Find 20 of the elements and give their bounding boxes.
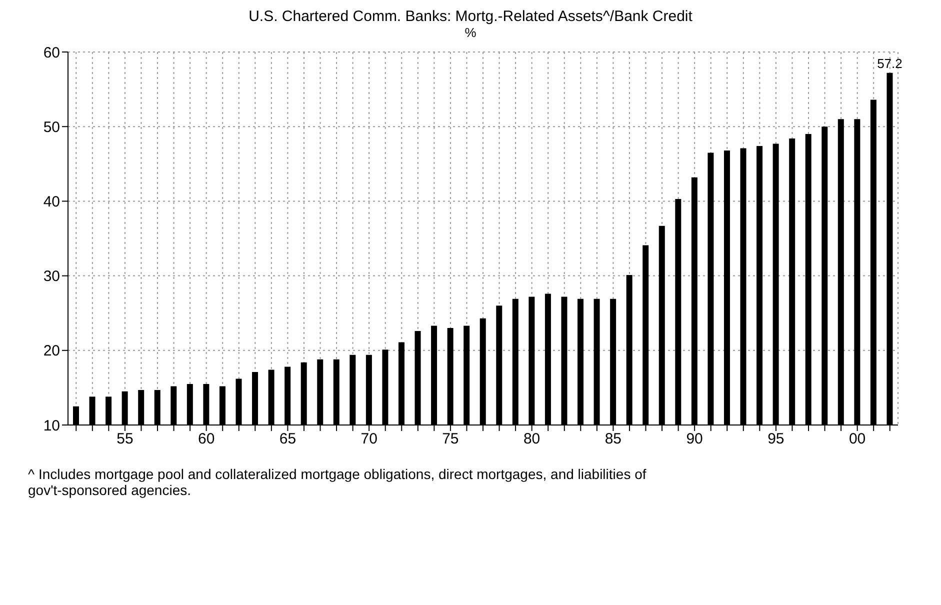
text: ^ Includes mortgage pool and collateralized mortgage obligations, direct mortgages, and liabilities of gov't-sponsored agencies. (28, 466, 648, 498)
x-tick-label: 80 (523, 430, 540, 448)
x-tick-label: 60 (198, 430, 215, 448)
y-tick-label: 10 (43, 417, 60, 434)
y-tick-label: 20 (43, 342, 60, 360)
y-tick-label: 40 (43, 194, 60, 211)
chart-title: U.S. Chartered Comm. Banks: Mortg.-Related Assets^/Bank Credit (248, 8, 694, 25)
x-tick-label: 75 (442, 430, 459, 448)
y-tick-label: 50 (43, 118, 60, 136)
x-tick-label: 00 (848, 430, 866, 448)
y-tick-label: 30 (43, 268, 60, 286)
x-tick-label: 95 (768, 430, 784, 448)
x-tick-label: 70 (360, 430, 378, 448)
x-tick-label: 85 (604, 430, 622, 448)
x-tick-label: 65 (279, 430, 296, 448)
y-tick-label: 60 (43, 44, 60, 62)
chart-subtitle: % (464, 25, 478, 40)
x-tick-label: 90 (686, 430, 703, 448)
data-label: 57.2 (877, 56, 902, 71)
x-tick-label: 55 (116, 430, 134, 448)
